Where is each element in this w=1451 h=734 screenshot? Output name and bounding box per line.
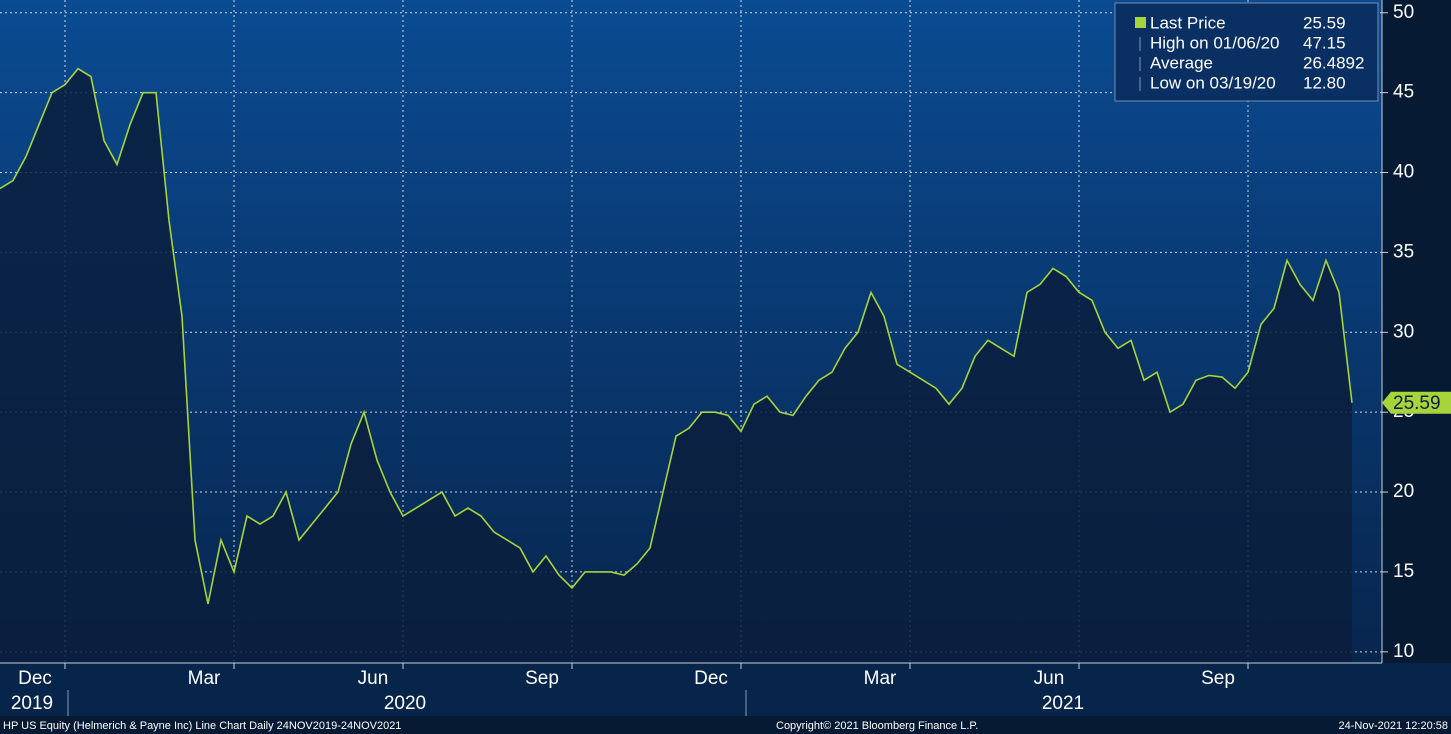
x-tick-label: Mar: [864, 668, 897, 689]
stat-value: 26.4892: [1303, 53, 1364, 72]
x-tick-label: Dec: [694, 668, 728, 689]
legend-swatch: [1135, 17, 1146, 28]
x-tick-label: Sep: [1201, 668, 1235, 689]
y-tick-label: 15: [1393, 561, 1414, 582]
x-group-label: 2021: [1042, 693, 1084, 714]
footer-right: 24-Nov-2021 12:20:58: [1339, 720, 1448, 732]
legend-box: [1114, 2, 1379, 102]
y-tick-label: 10: [1393, 641, 1414, 662]
footer-left: HP US Equity (Helmerich & Payne Inc) Lin…: [3, 720, 401, 732]
stat-value: 47.15: [1303, 33, 1346, 52]
line: [0, 67, 1353, 605]
x-tick-label: Jun: [1034, 668, 1065, 689]
stat-value: 12.80: [1303, 73, 1346, 92]
footer-band: [0, 716, 1451, 734]
stat-label: Average: [1150, 53, 1213, 72]
x-tick-label: Dec: [18, 668, 52, 689]
x-tick-label: Jun: [358, 668, 389, 689]
y-tick-label: 35: [1393, 241, 1414, 262]
x-tick-label: Mar: [188, 668, 221, 689]
legend-label: Last Price: [1150, 13, 1226, 32]
legend-value: 25.59: [1303, 13, 1346, 32]
x-group-label: 2020: [384, 693, 426, 714]
x-group-label: 2019: [11, 693, 53, 714]
y-tick-label: 40: [1393, 162, 1414, 183]
x-tick-label: Sep: [525, 668, 559, 689]
last-price-tag: [1382, 391, 1451, 414]
stat-label: High on 01/06/20: [1150, 33, 1280, 52]
last-price-label: 25.59: [1393, 393, 1441, 414]
y-tick-label: 30: [1393, 321, 1414, 342]
footer-center: Copyright© 2021 Bloomberg Finance L.P.: [776, 720, 978, 732]
stat-label: Low on 03/19/20: [1150, 73, 1276, 92]
area: [0, 68, 1352, 663]
y-tick-label: 20: [1393, 481, 1414, 502]
y-tick-label: 45: [1393, 82, 1414, 103]
y-tick-label: 50: [1393, 2, 1414, 23]
